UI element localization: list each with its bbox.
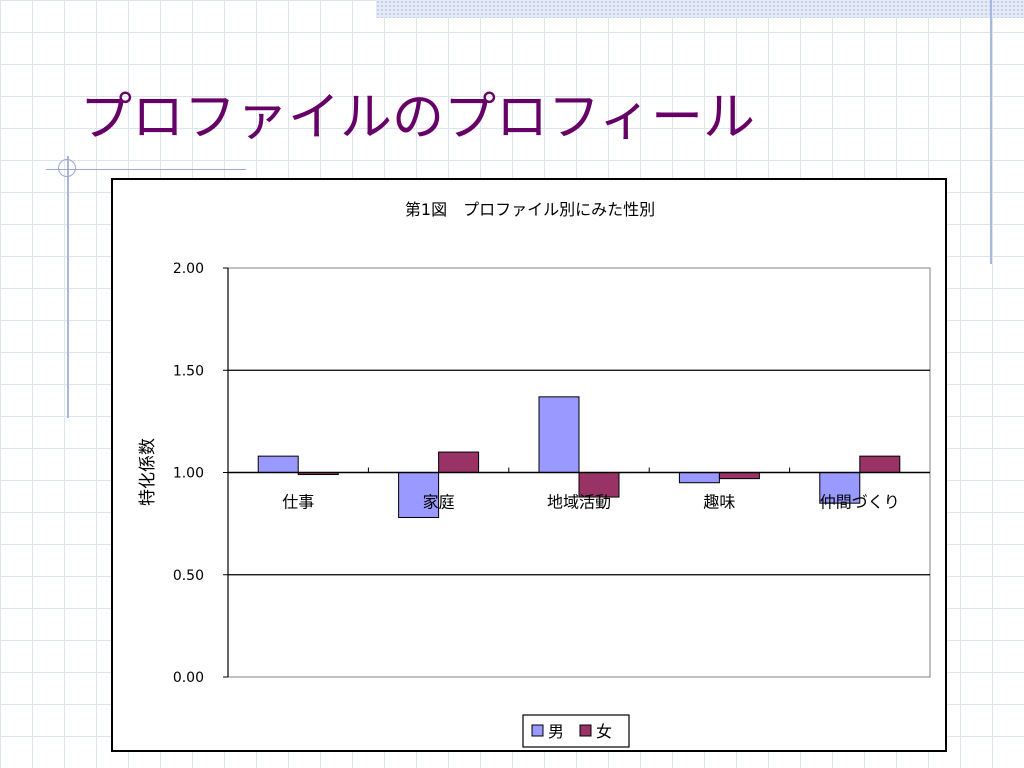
bar-男 [678, 472, 720, 484]
y-tick-label: 0.50 [173, 568, 204, 584]
x-tick-label: 家庭 [423, 493, 455, 512]
legend-label: 男 [548, 722, 564, 741]
legend-label: 女 [596, 722, 612, 741]
y-tick-label: 1.50 [173, 363, 204, 379]
right-decorative-rule [990, 0, 992, 264]
plot-area: 0.00 0.50 1.00 1.50 2.00 仕事 家庭 地域活動 趣味 仲間づくり [173, 261, 931, 686]
bar-女 [578, 472, 620, 498]
x-tick-label: 地域活動 [547, 493, 611, 512]
legend-swatch-女 [579, 724, 592, 737]
chart-title: 第1図 プロファイル別にみた性別 [405, 200, 655, 219]
x-tick-label: 趣味 [703, 493, 735, 512]
title-underline-rule [46, 169, 246, 170]
y-tick-label: 1.00 [173, 466, 204, 482]
chart-frame: 第1図 プロファイル別にみた性別 特化係数 0.00 0.50 1.00 1.50 2.… [111, 178, 947, 752]
bar-女 [438, 451, 480, 473]
bar-男 [257, 455, 299, 474]
bar-chart: 第1図 プロファイル別にみた性別 特化係数 0.00 0.50 1.00 1.50 2.… [138, 200, 931, 748]
left-decorative-rule [67, 156, 69, 418]
slide-title: プロファイルのプロフィール [80, 88, 755, 148]
title-circle-ornament [58, 159, 76, 177]
x-tick-label: 仲間づくり [820, 493, 900, 512]
legend-swatch-男 [531, 724, 544, 737]
y-axis-label: 特化係数 [138, 438, 158, 506]
bar-男 [398, 472, 440, 518]
bar-女 [718, 472, 760, 480]
bar-男 [538, 396, 580, 474]
y-tick-label: 2.00 [173, 261, 204, 277]
x-tick-label: 仕事 [282, 493, 314, 512]
legend: 男女 [522, 714, 630, 748]
bar-女 [859, 455, 901, 474]
y-tick-label: 0.00 [173, 670, 204, 686]
top-decorative-band [376, 0, 1024, 18]
